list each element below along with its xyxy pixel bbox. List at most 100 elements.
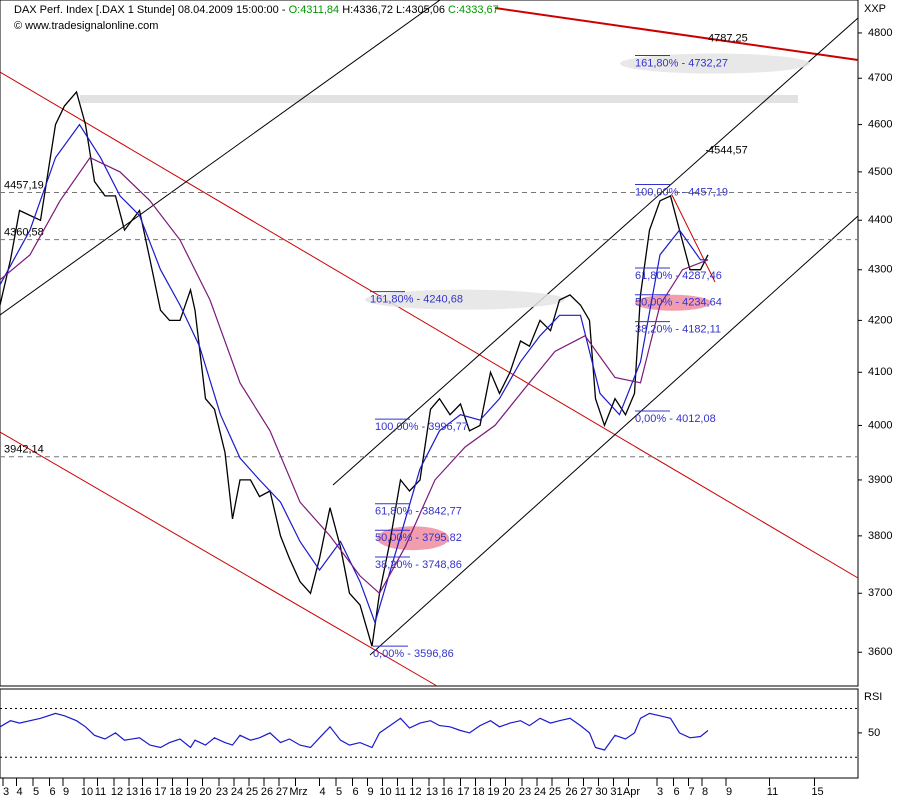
x-tick-label: 5 [336,786,342,798]
highlight [635,294,711,311]
fib-label: 161,80% - 4732,27 [635,57,728,69]
x-tick-label: 27 [580,786,592,798]
x-tick-label: 10 [81,786,93,798]
x-tick-label: 6 [352,786,358,798]
fib-label: 38,20% - 4182,11 [635,323,721,335]
x-tick-label: 18 [169,786,181,798]
x-tick-label: 9 [367,786,373,798]
fib-label: 100,00% - 4457,19 [635,186,728,198]
fib-label: 61,80% - 3842,77 [375,506,462,518]
x-tick-label: 13 [126,786,138,798]
fib-label: 0,00% - 4012,08 [635,413,716,425]
fib-label: 161,80% - 4240,68 [370,294,463,306]
x-tick-label: 17 [457,786,469,798]
fib-label: 100,00% - 3996,77 [375,421,468,433]
chart-header: DAX Perf. Index [.DAX 1 Stunde] 08.04.20… [14,4,499,16]
y-tick-label: 4300 [868,264,892,276]
y-tick-label: 3600 [868,646,892,658]
price-panel [0,0,859,687]
level-label: 3942,14 [4,444,44,456]
highlight [620,53,810,74]
series-line [0,156,709,595]
x-tick-label: 3 [657,786,663,798]
x-tick-label: 26 [261,786,273,798]
x-tick-label: 11 [767,786,778,798]
x-tick-label: 31 [610,786,622,798]
x-tick-label: 4 [319,786,325,798]
x-tick-label: 15 [811,786,823,798]
y-axis-label: XXP [864,3,886,15]
trend-line [0,0,441,316]
y-tick-label: 4000 [868,419,892,431]
x-tick-label: 6 [673,786,679,798]
y-tick-label: 4100 [868,366,892,378]
ohlc-value: L:4305,06 [396,4,445,16]
ohlc-value: C:4333,67 [448,4,499,16]
trend-line [0,431,438,687]
y-tick-label: 50 [868,727,880,739]
trend-line [0,71,859,579]
x-tick-label: 19 [184,786,196,798]
x-tick-label: 24 [534,786,546,798]
highlight [377,526,449,551]
y-tick-label: 4700 [868,72,892,84]
trend-lines [0,0,859,687]
x-tick-label: 3 [3,786,9,798]
x-tick-label: 11 [95,786,106,798]
x-tick-label: 9 [63,786,69,798]
x-tick-label: 26 [565,786,577,798]
x-tick-label: 24 [231,786,243,798]
x-tick-label: 13 [426,786,438,798]
y-tick-label: 4400 [868,214,892,226]
source: © www.tradesignalonline.com [14,20,158,32]
rsi-axis-label: RSI [864,691,882,703]
x-tick-label: 25 [549,786,561,798]
trend-line [494,7,859,61]
x-tick-label: 6 [49,786,55,798]
x-tick-label: 12 [111,786,123,798]
x-tick-label: 30 [595,786,607,798]
x-tick-label: 18 [472,786,484,798]
fib-label: 0,00% - 3596,86 [373,648,454,660]
x-tick-label: 17 [154,786,166,798]
x-tick-label: 19 [487,786,499,798]
series-line [0,712,709,751]
x-tick-label: 20 [199,786,211,798]
x-tick-label: 9 [726,786,732,798]
ohlc-value: O:4311,84 [289,4,340,16]
y-tick-label: 3900 [868,474,892,486]
y-tick-label: 4500 [868,166,892,178]
x-tick-label: 12 [409,786,421,798]
level-label: 4360,58 [4,227,44,239]
x-tick-label: Apr [623,786,640,798]
x-tick-label: 10 [379,786,391,798]
y-tick-label: 4200 [868,314,892,326]
series-line [0,123,708,625]
x-tick-label: 7 [688,786,694,798]
level-label: 4457,19 [4,179,44,191]
price-label: 4544,57 [708,145,748,157]
fib-label: 50,00% - 3795,82 [375,532,462,544]
series-line [0,90,709,647]
ohlc-value: H:4336,72 [342,4,393,16]
x-tick-label: 23 [519,786,531,798]
x-tick-label: 16 [139,786,151,798]
fib-label: 38,20% - 3748,86 [375,559,462,571]
trend-line [369,215,859,656]
x-tick-label: 5 [33,786,39,798]
x-tick-label: 23 [216,786,228,798]
x-tick-label: 4 [16,786,22,798]
y-tick-label: 3800 [868,530,892,542]
x-tick-label: 16 [441,786,453,798]
y-tick-label: 4600 [868,118,892,130]
price-label: 4787,25 [708,33,748,45]
x-tick-label: 8 [702,786,708,798]
y-tick-label: 4800 [868,27,892,39]
x-tick-label: 25 [246,786,258,798]
y-tick-label: 3700 [868,587,892,599]
ohlc: O:4311,84 H:4336,72 L:4305,06 C:4333,67 [289,4,499,16]
fib-label: 50,00% - 4234,64 [635,297,722,309]
trend-line [332,17,859,486]
trend-line [671,194,716,283]
